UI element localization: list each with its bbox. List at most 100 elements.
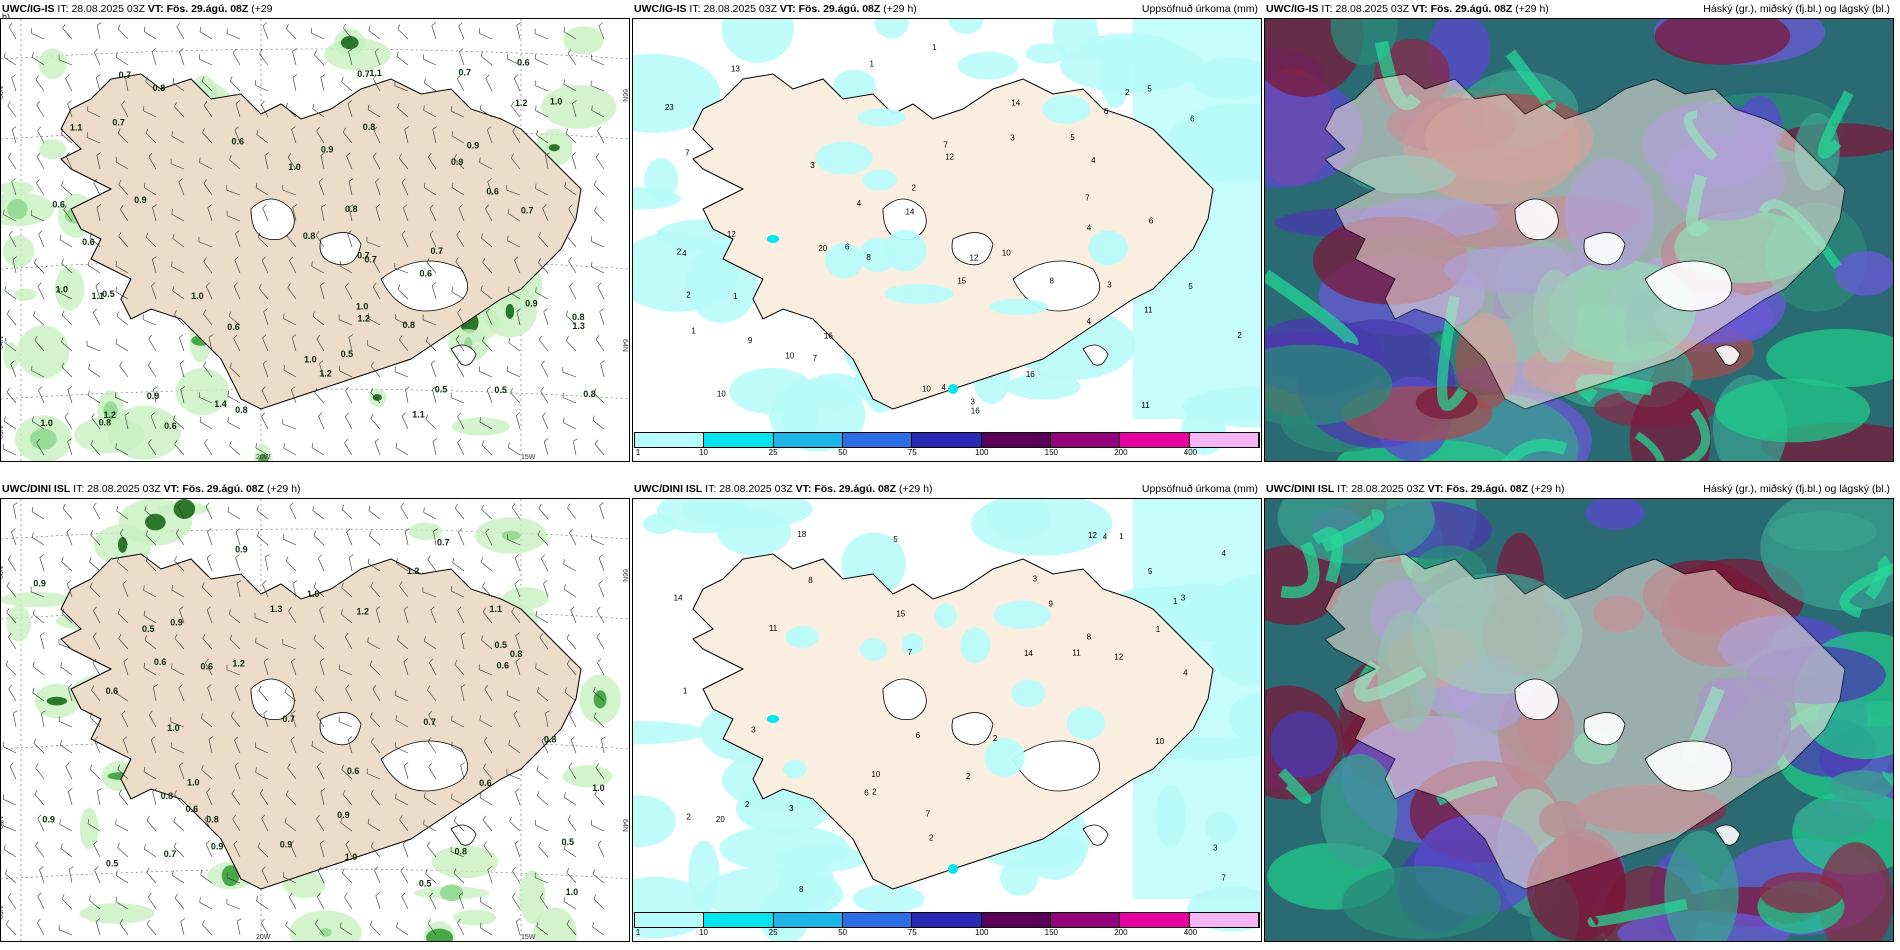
panel-field-title: Háský (gr.), miðský (fj.bl.) og lágský (… <box>1703 3 1890 15</box>
wind-value-label: 0.5 <box>494 640 507 650</box>
header-lead: (+29 h) <box>883 3 917 15</box>
precip-value-label: 4 <box>1091 156 1096 165</box>
colorbar-tick-label: 200 <box>1114 928 1128 937</box>
wind-value-label: 0.7 <box>119 70 132 80</box>
panel-header: UWC/DINI ISL IT: 28.08.2025 03Z VT: Fös.… <box>632 480 1262 498</box>
coordinate-label: 64N <box>1 816 5 829</box>
precip-value-label: 2 <box>966 772 971 781</box>
precip-value-label: 6 <box>1149 217 1154 226</box>
wind-value-label: 0.6 <box>186 804 199 814</box>
precip-value-label: 6 <box>845 242 850 251</box>
precip-value-label: 2 <box>745 800 750 809</box>
precip-value-label: 12 <box>1088 531 1097 540</box>
precip-value-label: 8 <box>799 885 804 894</box>
colorbar-tick-label: 100 <box>975 928 989 937</box>
wind-value-label: 1.0 <box>345 852 358 862</box>
wind-value-label: 0.9 <box>280 839 293 849</box>
header-it-label: IT: <box>57 3 69 15</box>
map-canvas[interactable]: 4 2 9 11 3 14 8 2 18 7 6 10 14 20 12 5 8 10 1 2 3 1 7 1 2 3 15 8 11 4… <box>632 498 1262 942</box>
precip-value-label: 7 <box>1085 193 1090 202</box>
header-lead: (+29 h) <box>1530 483 1565 495</box>
precip-value-label: 3 <box>1033 574 1038 583</box>
precip-value-label: 4 <box>1183 668 1188 677</box>
precip-value-label: 5 <box>1148 567 1153 576</box>
panel-header: UWC/IG-IS IT: 28.08.2025 03Z VT: Fös. 29… <box>632 0 1262 18</box>
map-canvas[interactable] <box>1264 18 1894 462</box>
header-it: 28.08.2025 03Z <box>1335 3 1409 15</box>
wind-value-label: 1.4 <box>214 399 227 409</box>
colorbar-swatch <box>981 433 1051 447</box>
wind-value-label: 0.8 <box>363 122 376 132</box>
wind-value-label: 0.6 <box>154 657 167 667</box>
colorbar-tick-label: 50 <box>838 448 848 457</box>
precip-value-label: 20 <box>818 244 827 253</box>
wind-value-label: 0.8 <box>345 204 358 214</box>
colorbar-tick-label: 75 <box>907 448 917 457</box>
colorbar-swatch <box>842 913 913 927</box>
map-canvas[interactable]: 1 5 3 3 4 3 12 10 6 7 8 16 10 11 4 12 6 7 14 7 10 11 5 16 8 4 13 20… <box>632 18 1262 462</box>
wind-value-label: 0.7 <box>112 117 125 127</box>
precip-value-label: 20 <box>716 815 725 824</box>
panel-field-title: Háský (gr.), miðský (fj.bl.) og lágský (… <box>1703 483 1890 495</box>
precip-value-label: 14 <box>1024 649 1033 658</box>
coordinate-label: 15W <box>521 454 536 461</box>
precip-value-label: 3 <box>810 161 815 170</box>
wind-value-label: 0.6 <box>517 57 530 67</box>
wind-value-label: 0.9 <box>337 810 350 820</box>
coordinate-label: 64N <box>1 336 5 349</box>
header-model: UWC/DINI ISL <box>1266 483 1335 495</box>
wind-value-label: 0.7 <box>282 714 295 724</box>
wind-value-label: 0.7 <box>521 206 534 216</box>
precip-value-label: 1 <box>683 686 688 695</box>
precip-value-label: 11 <box>1144 305 1153 314</box>
map-svg: 0.5 0.7 0.6 0.5 0.8 0.8 0.8 0.6 1.0 0.9 1.2 0.6 0.9 1… <box>1 19 629 461</box>
colorbar-swatch <box>1120 433 1190 447</box>
map-canvas[interactable]: 0.6 1.0 0.9 0.9 0.6 0.5 0.7 0.5 0.9 0.9 0.5 0.8 0.5 0… <box>0 498 630 942</box>
precip-value-label: 10 <box>1155 737 1164 746</box>
colorbar-swatch <box>1120 913 1190 927</box>
colorbar-swatch <box>704 433 774 447</box>
panel-field-title: Uppsöfnuð úrkoma (mm) <box>1141 3 1258 15</box>
wind-value-label: 0.6 <box>479 778 492 788</box>
wind-value-label: 1.0 <box>167 723 180 733</box>
wind-value-label: 0.9 <box>321 145 334 155</box>
precip-value-label: 4 <box>1221 549 1226 558</box>
header-vt: Fös. 29.ágú. 08Z <box>814 483 897 495</box>
wind-value-label: 0.5 <box>341 349 354 359</box>
wind-value-label: 1.0 <box>550 96 563 106</box>
wind-value-label: 0.6 <box>82 237 95 247</box>
wind-value-label: 0.9 <box>525 299 538 309</box>
coordinate-label: 66N <box>621 89 628 102</box>
precip-value-label: 3 <box>1010 134 1015 143</box>
header-it-label: IT: <box>1337 483 1349 495</box>
wind-value-label: 0.7 <box>423 717 436 727</box>
panel-title: UWC/DINI ISL IT: 28.08.2025 03Z VT: Fös.… <box>2 480 301 498</box>
header-model: UWC/IG-IS <box>2 3 55 15</box>
precip-value-label: 2 <box>993 734 998 743</box>
wind-value-label: 0.5 <box>494 385 507 395</box>
panel-header: UWC/DINI ISL IT: 28.08.2025 03Z VT: Fös.… <box>1264 480 1894 498</box>
precip-value-label: 10 <box>785 351 794 360</box>
wind-value-label: 1.0 <box>566 887 579 897</box>
wind-value-label: 1.0 <box>187 778 200 788</box>
precip-value-label: 16 <box>824 331 833 340</box>
wind-value-label: 1.0 <box>307 589 320 599</box>
precip-value-label: 14 <box>674 593 683 602</box>
precip-value-label: 16 <box>1026 370 1035 379</box>
wind-value-label: 0.6 <box>227 322 240 332</box>
precip-value-label: 7 <box>1222 873 1227 882</box>
wind-value-label: 0.6 <box>52 199 65 209</box>
map-svg <box>1265 19 1893 461</box>
wind-value-label: 1.2 <box>232 659 245 669</box>
colorbar-tick-label: 200 <box>1114 448 1128 457</box>
header-lead: (+29 h) <box>1515 3 1549 15</box>
wind-value-label: 0.6 <box>200 662 213 672</box>
precip-value-label: 8 <box>1050 276 1055 285</box>
wind-value-label: 1.2 <box>319 369 332 379</box>
map-canvas[interactable]: 0.5 0.7 0.6 0.5 0.8 0.8 0.8 0.6 1.0 0.9 1.2 0.6 0.9 1… <box>0 18 630 462</box>
precip-value-label: 10 <box>1002 249 1011 258</box>
precip-value-label: 11 <box>769 624 778 633</box>
precip-value-label: 14 <box>1011 98 1020 107</box>
map-canvas[interactable] <box>1264 498 1894 942</box>
precip-value-label: 4 <box>942 383 947 392</box>
